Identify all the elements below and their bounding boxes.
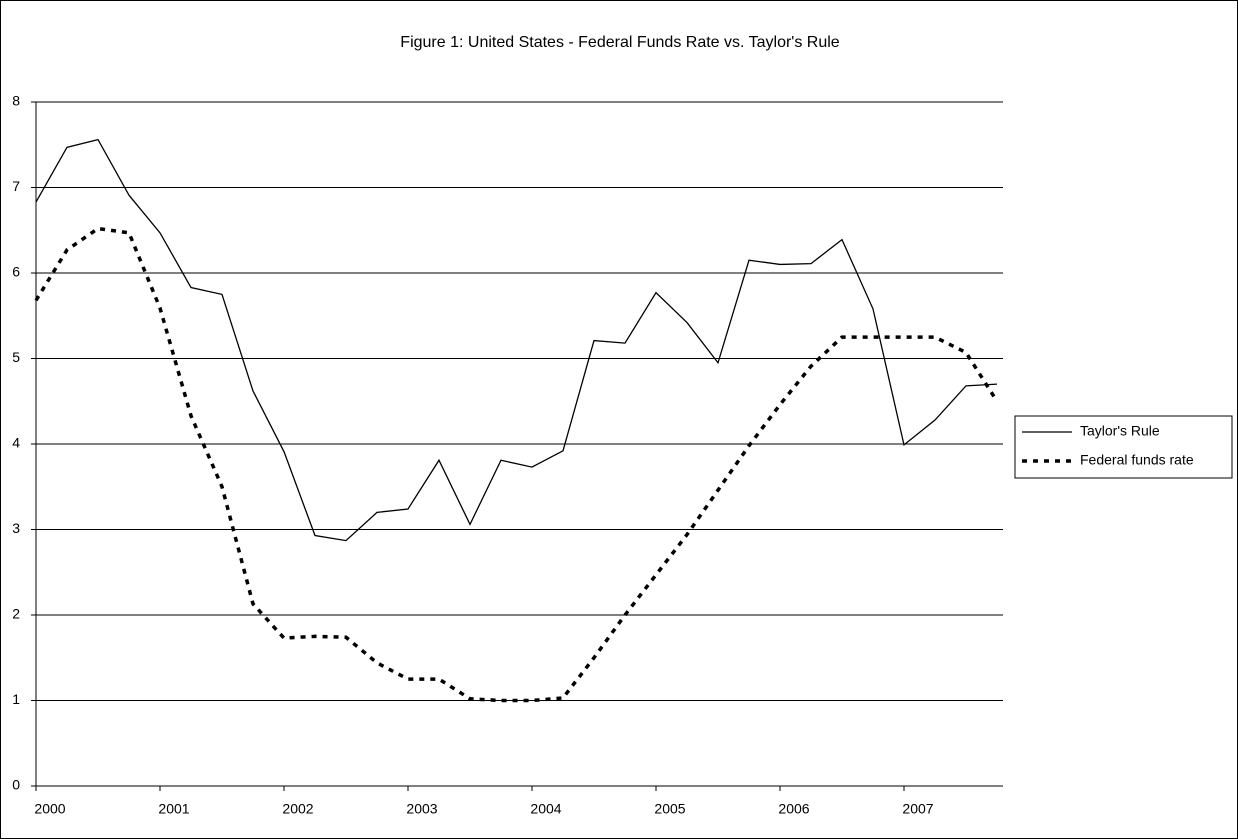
x-tick-label: 2007 <box>902 801 933 817</box>
y-tick-label: 4 <box>12 435 20 451</box>
x-tick-label: 2002 <box>282 801 313 817</box>
x-tick-label: 2003 <box>406 801 437 817</box>
y-tick-label: 3 <box>12 520 20 536</box>
legend-label: Taylor's Rule <box>1080 423 1160 439</box>
y-tick-label: 6 <box>12 264 20 280</box>
legend-box <box>1014 415 1233 479</box>
legend-label: Federal funds rate <box>1080 452 1194 468</box>
x-tick-label: 2001 <box>158 801 189 817</box>
x-tick-label: 2005 <box>654 801 685 817</box>
y-tick-label: 8 <box>12 93 20 109</box>
y-tick-label: 1 <box>12 691 20 707</box>
x-tick-label: 2004 <box>530 801 561 817</box>
y-tick-label: 5 <box>12 349 20 365</box>
y-tick-label: 7 <box>12 178 20 194</box>
x-tick-label: 2006 <box>778 801 809 817</box>
series-line <box>34 226 999 703</box>
y-tick-label: 2 <box>12 606 20 622</box>
series-line <box>35 138 998 542</box>
y-tick-label: 0 <box>12 777 20 793</box>
x-tick-label: 2000 <box>34 801 65 817</box>
chart-title: Figure 1: United States - Federal Funds … <box>400 34 840 51</box>
